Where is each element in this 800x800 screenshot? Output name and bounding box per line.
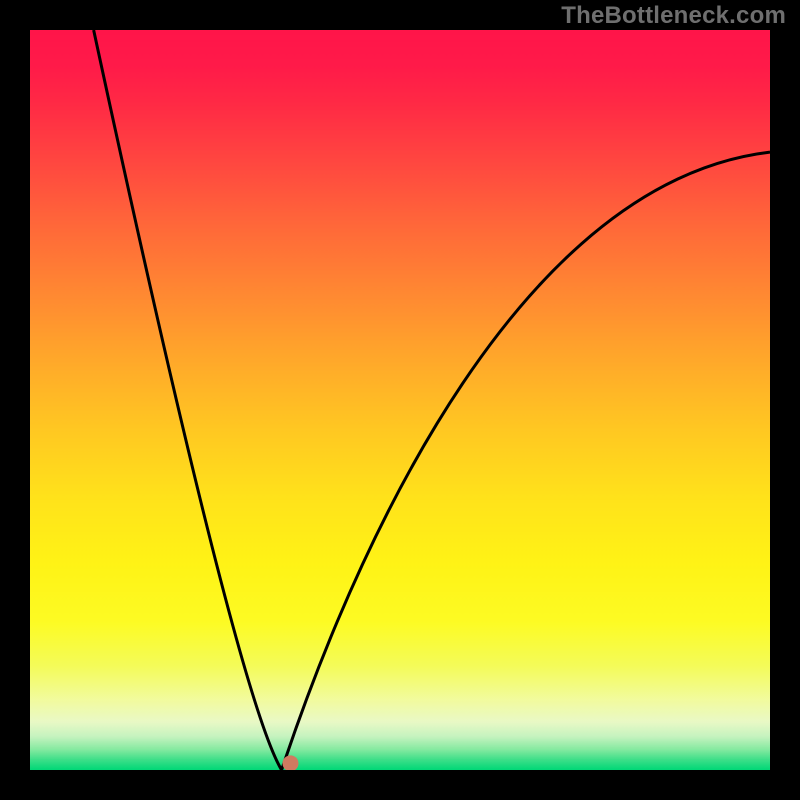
plot-area xyxy=(30,30,770,770)
chart-svg xyxy=(30,30,770,770)
watermark-text: TheBottleneck.com xyxy=(561,2,786,30)
bottleneck-curve xyxy=(94,30,770,770)
